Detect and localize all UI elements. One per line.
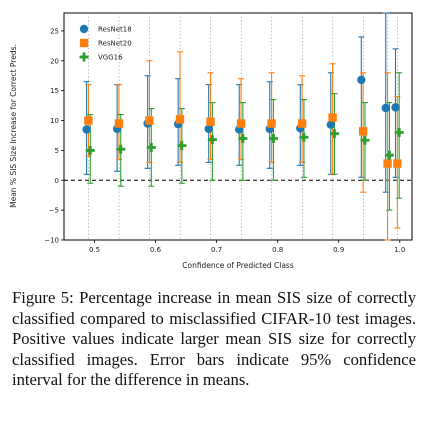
scatter-chart: 0.5 0.6 0.7 0.8 0.9 1.0 −10 −5 0 5 10 15 20 25 ResNe… [9,12,413,270]
vgg16-point [207,135,217,145]
resnet20-point [328,113,337,122]
vgg16-point [384,150,394,160]
y-tick-label: 15 [50,87,59,95]
y-axis-label: Mean % SIS Size Increase for Correct Pre… [9,44,18,208]
vgg16-point-v [119,144,123,154]
resnet20-point [145,116,154,125]
legend: ResNet18 ResNet20 VGG16 [79,24,132,62]
vgg16-point [177,141,187,151]
resnet18-point [204,124,213,134]
y-tick-label: −5 [49,207,59,215]
x-tick-label: 0.8 [272,246,283,254]
x-tick-label: 0.9 [333,246,344,254]
resnet20-point [267,119,276,128]
vgg16-legend-marker [79,52,89,62]
vgg16-point [268,133,278,143]
vgg16-point [146,142,156,152]
y-tick-label: 10 [50,117,59,125]
vgg16-point-v [388,150,391,160]
vgg16-point [329,129,339,139]
y-tick-label: −10 [44,237,59,245]
vgg16-point [85,145,95,155]
resnet18-legend-marker [79,24,89,34]
vgg16-point [299,132,309,142]
resnet20-point [206,117,215,126]
resnet18-legend-label: ResNet18 [98,26,132,34]
x-tick-label: 0.6 [150,246,162,254]
y-tick-label: 20 [50,57,59,65]
resnet20-point [393,159,402,168]
x-tick-label: 0.5 [89,246,100,254]
x-axis-label: Confidence of Predicted Class [182,261,294,270]
resnet20-point [236,119,246,128]
x-tick-label: 1.0 [394,246,405,254]
vgg16-point-v [333,129,336,139]
resnet20-point [297,119,307,128]
figure-caption: Figure 5: Percentage increase in mean SI… [12,288,416,390]
resnet18-point [326,120,335,129]
vgg16-point-v [149,142,153,152]
vgg16-point-v [210,135,214,145]
resnet20-point [358,127,368,136]
vgg16-point-v [302,132,306,142]
vgg16-legend-label: VGG16 [98,54,123,62]
vgg16-point-v [180,141,184,151]
plot-frame [63,12,413,241]
resnet18-point [82,125,91,134]
x-tick-label: 0.7 [211,246,222,254]
vgg16-point-v [272,133,275,143]
y-tick-label: 25 [50,27,59,35]
y-tick-label: 5 [55,147,59,155]
vgg16-point-v [363,135,367,145]
vgg16-point-v [241,133,245,143]
resnet20-point [114,119,124,128]
vgg16-point [238,133,248,143]
resnet20-legend-marker [79,38,89,48]
resnet20-point [383,159,392,168]
vgg16-point [116,144,126,154]
vgg16-legend-marker-v [82,52,86,62]
vgg16-point [360,135,370,145]
resnet18-point [357,75,366,85]
resnet20-point [175,115,185,124]
resnet20-legend-label: ResNet20 [98,40,132,48]
resnet18-point [391,103,400,112]
y-tick-label: 0 [55,177,59,185]
resnet18-point [381,103,390,113]
vgg16-point-v [397,127,401,137]
vgg16-point [394,127,404,137]
resnet20-point [84,116,93,125]
vgg16-point-v [88,145,92,155]
